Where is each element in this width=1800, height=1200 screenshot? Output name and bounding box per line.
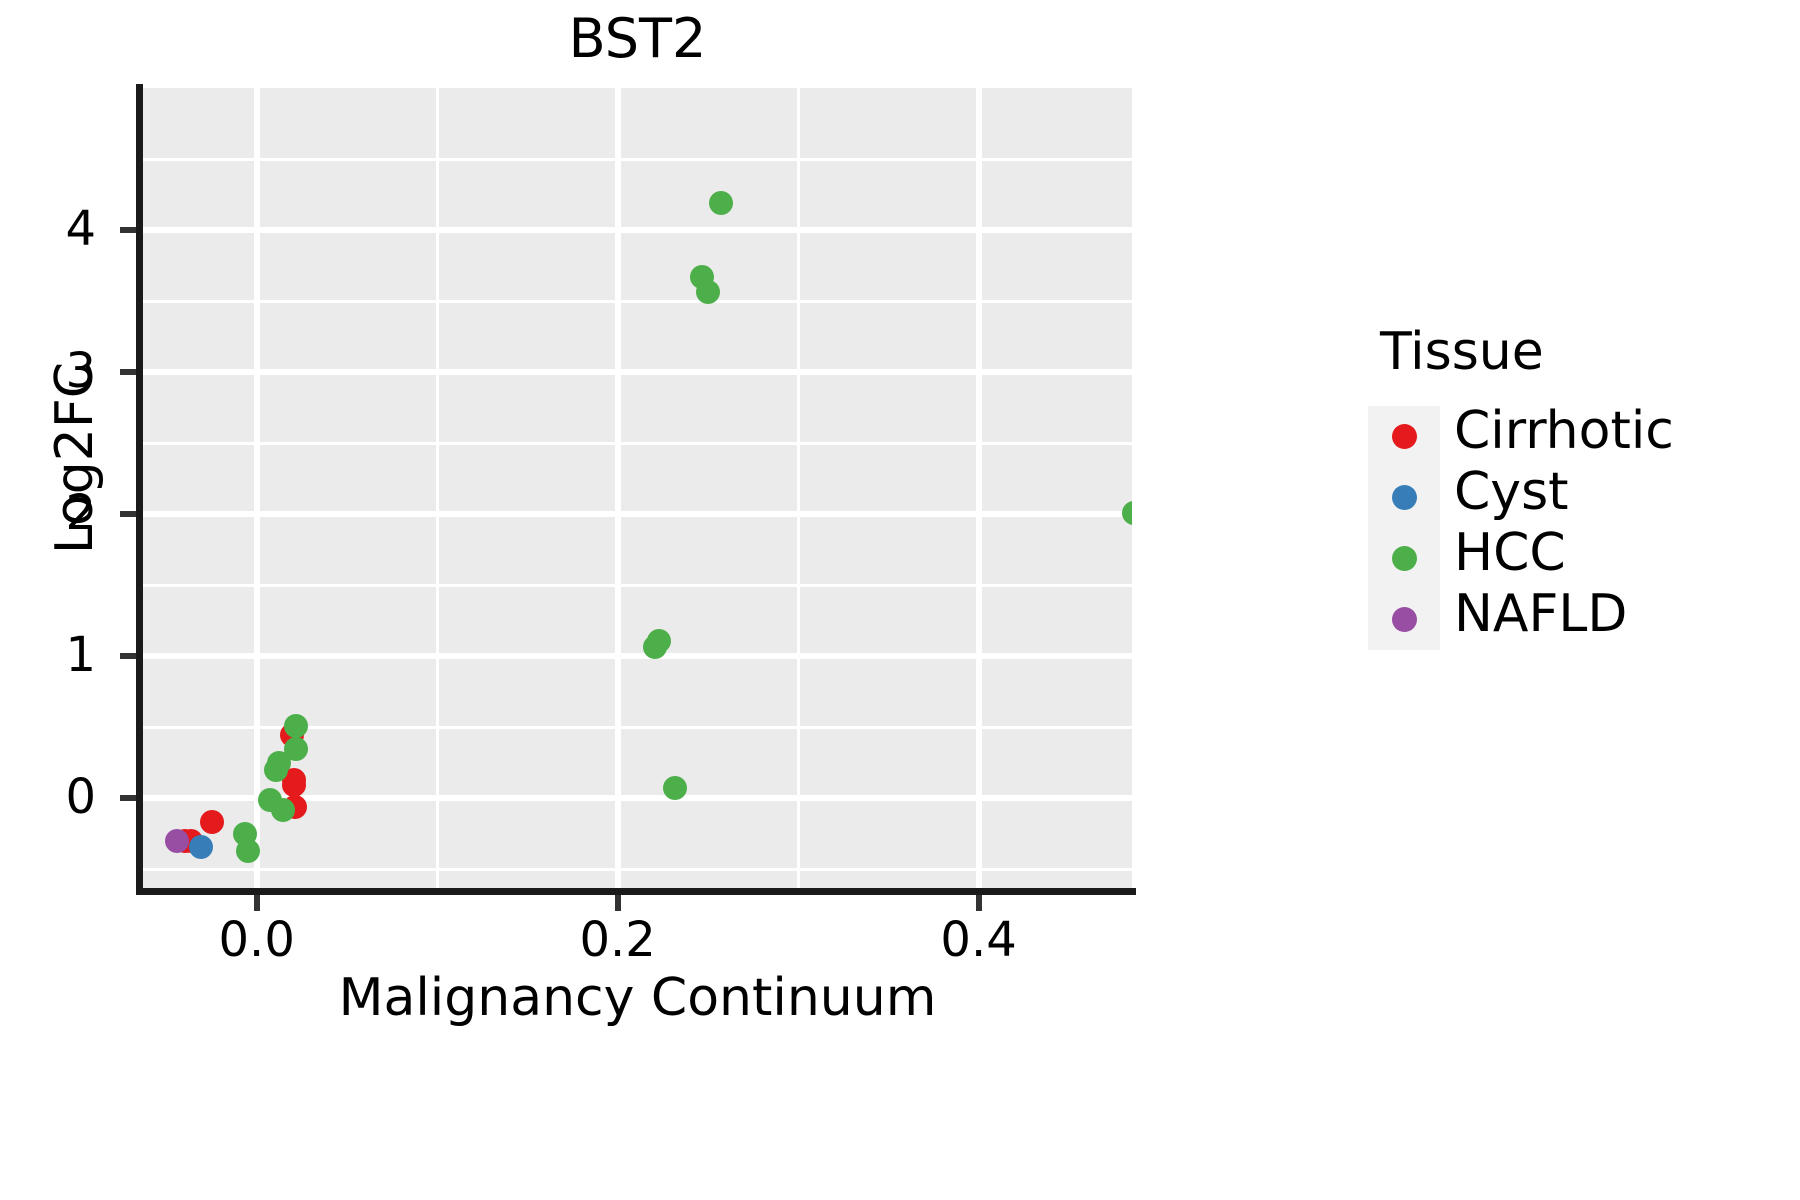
data-point — [235, 838, 260, 863]
legend-label: Cirrhotic — [1454, 401, 1674, 461]
y-tick-label: 4 — [65, 201, 96, 258]
legend-label: NAFLD — [1454, 584, 1628, 644]
y-tick-label: 3 — [65, 343, 96, 400]
y-tick-label: 1 — [65, 627, 96, 684]
legend-swatch-hcc-icon — [1392, 546, 1417, 571]
y-tick-mark — [120, 227, 136, 234]
gridline-horizontal — [143, 511, 1132, 518]
legend-entries: Cirrhotic Cyst HCC NAFLD — [1368, 401, 1674, 650]
x-axis-title: Malignancy Continuum — [338, 968, 937, 1028]
data-point — [695, 280, 720, 305]
data-point — [642, 635, 667, 660]
gridline-vertical — [614, 88, 621, 888]
data-point — [165, 829, 190, 854]
x-tick-label: 0.0 — [218, 912, 295, 968]
legend-item-cirrhotic[interactable]: Cirrhotic — [1368, 401, 1674, 467]
legend-item-cyst[interactable]: Cyst — [1368, 462, 1569, 528]
gridline-vertical — [975, 88, 982, 888]
x-tick-label: 0.4 — [940, 912, 1017, 968]
legend-item-hcc[interactable]: HCC — [1368, 523, 1566, 589]
x-axis-line — [136, 888, 1136, 895]
data-point — [270, 797, 295, 822]
legend-key-background — [1368, 589, 1440, 650]
legend-swatch-nafld-icon — [1392, 607, 1417, 632]
legend-swatch-cirrhotic-icon — [1392, 424, 1417, 449]
data-point — [283, 713, 308, 738]
gridline-horizontal — [143, 158, 1132, 162]
y-axis-line — [136, 84, 143, 892]
gridline-horizontal — [143, 583, 1132, 587]
legend-label: Cyst — [1454, 462, 1569, 522]
gridline-horizontal — [143, 725, 1132, 729]
y-tick-mark — [120, 795, 136, 802]
legend-item-nafld[interactable]: NAFLD — [1368, 584, 1627, 650]
data-point — [663, 776, 688, 801]
gridline-vertical — [796, 88, 800, 888]
gridline-horizontal — [143, 227, 1132, 234]
x-tick-mark — [614, 895, 621, 911]
legend-key-background — [1368, 406, 1440, 467]
gridline-vertical — [253, 88, 260, 888]
y-axis-title: Log2FC — [45, 361, 105, 555]
legend-key-background — [1368, 467, 1440, 528]
data-point — [263, 758, 288, 783]
gridline-horizontal — [143, 299, 1132, 303]
y-tick-label: 2 — [65, 485, 96, 542]
data-point — [199, 809, 224, 834]
y-tick-label: 0 — [65, 769, 96, 826]
y-tick-mark — [120, 511, 136, 518]
data-point — [708, 190, 733, 215]
gridline-horizontal — [143, 441, 1132, 445]
legend-key-background — [1368, 528, 1440, 589]
gridline-horizontal — [143, 795, 1132, 802]
x-tick-mark — [975, 895, 982, 911]
gridline-vertical — [435, 88, 439, 888]
y-tick-mark — [120, 369, 136, 376]
gridline-horizontal — [143, 867, 1132, 871]
data-point — [188, 835, 213, 860]
gridline-horizontal — [143, 653, 1132, 660]
y-tick-mark — [120, 653, 136, 660]
x-tick-mark — [253, 895, 260, 911]
legend-title: Tissue — [1380, 322, 1544, 382]
gridline-horizontal — [143, 369, 1132, 376]
legend-swatch-cyst-icon — [1392, 485, 1417, 510]
page-title: BST2 — [568, 7, 707, 70]
legend-label: HCC — [1454, 523, 1566, 583]
x-tick-label: 0.2 — [579, 912, 656, 968]
data-point — [1121, 500, 1132, 525]
plot-panel — [143, 88, 1132, 888]
